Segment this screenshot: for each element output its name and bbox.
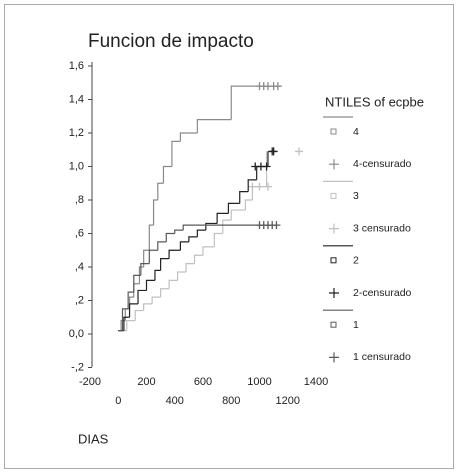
censor-mark	[263, 182, 272, 191]
legend-marker	[329, 223, 339, 234]
step-segment	[140, 263, 150, 276]
legend-label: 2-censurado	[353, 287, 412, 299]
step-segment	[205, 222, 218, 231]
x-tick-label: 400	[166, 395, 184, 407]
step-segment	[247, 179, 257, 192]
legend-marker	[330, 257, 337, 264]
step-segment	[157, 241, 167, 251]
x-tick-label: 0	[115, 395, 121, 407]
legend-marker	[329, 352, 339, 363]
x-tick-label: 600	[194, 376, 212, 388]
step-segment	[123, 316, 130, 331]
step-segment	[145, 279, 155, 291]
legend-title: NTILES of ecpbe	[325, 94, 424, 109]
legend-label: 2	[353, 255, 359, 267]
legend-label: 4-censurado	[353, 158, 412, 170]
x-tick-label: 1000	[247, 376, 271, 388]
legend-marker	[330, 321, 337, 328]
legend-label: 3 censurado	[353, 222, 411, 234]
step-segment	[157, 182, 164, 200]
step-segment	[121, 308, 129, 331]
chart-title: Funcion de impacto	[88, 31, 254, 52]
x-tick-label: 1400	[304, 376, 328, 388]
step-segment	[188, 236, 198, 242]
y-tick-label: 0,0	[69, 328, 84, 340]
step-segment	[148, 224, 154, 251]
y-tick-label: ,4	[75, 261, 84, 273]
x-axis-label: DIAS	[78, 431, 109, 446]
y-tick-label: ,2	[75, 294, 84, 306]
step-segment	[174, 229, 184, 234]
x-tick-label: 1200	[276, 395, 300, 407]
step-segment	[196, 118, 232, 133]
censor-mark	[262, 162, 271, 171]
step-segment	[160, 258, 170, 271]
step-segment	[213, 232, 223, 247]
censor-mark	[248, 182, 257, 191]
step-segment	[185, 263, 195, 273]
step-segment	[148, 249, 158, 264]
step-segment	[179, 132, 198, 142]
step-segment	[227, 202, 240, 214]
step-segment	[168, 279, 178, 289]
y-tick-label: 1,6	[69, 60, 84, 72]
step-segment	[165, 232, 175, 242]
y-tick-label: 1,4	[69, 93, 84, 105]
x-tick-label: -200	[79, 376, 101, 388]
step-segment	[179, 241, 189, 251]
y-tick-label: ,8	[75, 194, 84, 206]
step-segment	[128, 303, 139, 318]
legend-label: 1	[353, 319, 359, 331]
censor-mark	[255, 182, 264, 191]
step-segment	[168, 249, 181, 259]
legend-marker	[329, 159, 339, 170]
censor-mark	[272, 221, 281, 230]
step-segment	[127, 291, 134, 309]
step-segment	[230, 209, 246, 221]
step-segment	[162, 165, 172, 184]
censor-mark	[295, 147, 304, 156]
step-segment	[133, 274, 141, 293]
step-segment	[160, 288, 170, 298]
x-tick-label: 800	[222, 395, 240, 407]
step-segment	[222, 219, 232, 234]
censor-mark	[273, 82, 282, 91]
step-segment	[154, 269, 161, 281]
step-segment	[143, 249, 150, 267]
y-tick-label: -,2	[71, 361, 84, 373]
y-tick-label: 1,0	[69, 160, 84, 172]
step-segment	[152, 199, 158, 226]
legend-marker	[330, 192, 337, 199]
legend-label: 3	[353, 190, 359, 202]
step-segment	[151, 296, 161, 304]
legend-marker	[330, 128, 337, 135]
step-segment	[171, 140, 181, 167]
step-segment	[216, 212, 229, 224]
step-segment	[182, 224, 203, 231]
y-tick-label: 1,2	[69, 127, 84, 139]
chart-frame	[4, 4, 454, 469]
legend-label: 1 censurado	[353, 351, 411, 363]
censor-mark	[269, 147, 278, 156]
step-segment	[239, 191, 249, 204]
y-tick-label: ,6	[75, 227, 84, 239]
step-segment	[126, 320, 136, 331]
x-tick-label: 200	[137, 376, 155, 388]
step-segment	[137, 289, 147, 304]
step-segment	[196, 229, 206, 237]
step-segment	[138, 266, 144, 284]
step-segment	[143, 303, 153, 311]
legend-label: 4	[353, 126, 359, 138]
step-segment	[134, 309, 144, 321]
step-segment	[193, 254, 203, 264]
step-segment	[176, 271, 187, 281]
legend-marker	[329, 288, 339, 298]
step-segment	[244, 199, 253, 211]
step-segment	[202, 246, 215, 256]
